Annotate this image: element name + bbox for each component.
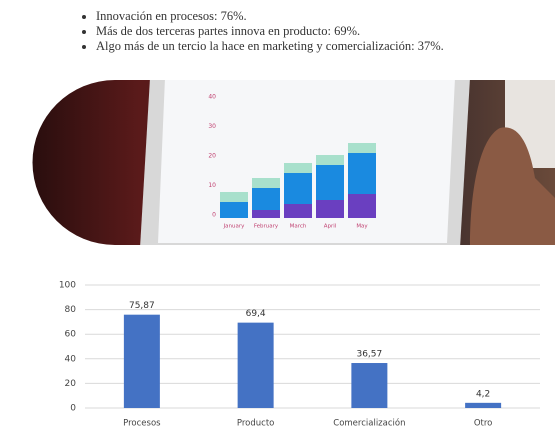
- x-tick-label: Comercialización: [333, 418, 405, 429]
- y-tick-label: 80: [65, 305, 77, 315]
- value-label: 4,2: [476, 389, 490, 399]
- illustration-bar: [316, 200, 344, 218]
- bar: [465, 402, 502, 408]
- bar: [237, 322, 274, 408]
- y-tick-label: 100: [59, 281, 76, 291]
- value-label: 69,4: [246, 309, 266, 319]
- y-tick-label: 0: [70, 404, 76, 414]
- illustration-label: January: [223, 224, 246, 230]
- illustration-bar: [348, 194, 376, 218]
- bar: [351, 363, 388, 408]
- illustration-bar: [284, 173, 312, 204]
- illustration-bar: [348, 143, 376, 153]
- value-label: 36,57: [356, 350, 382, 360]
- illustration-label: March: [290, 224, 307, 230]
- illustration-tick: 0: [212, 212, 216, 219]
- illustration-chart: 0 10 20 30 40 January February March April May: [208, 94, 376, 230]
- bullet-list: Innovación en procesos: 76%. Más de dos …: [78, 9, 444, 54]
- illustration-bar: [316, 155, 344, 165]
- value-label: 75,87: [129, 301, 155, 311]
- x-tick-label: Procesos: [123, 419, 161, 429]
- x-tick-label: Producto: [237, 419, 274, 429]
- illustration-bar: [348, 153, 376, 194]
- illustration-bar: [252, 178, 280, 188]
- illustration-tick: 30: [208, 123, 216, 130]
- illustration-bar: [284, 204, 312, 218]
- x-tick-label: Otro: [474, 419, 493, 429]
- photo: 0 10 20 30 40 January February March April May: [32, 80, 555, 245]
- illustration-tick: 20: [208, 153, 216, 160]
- illustration-tick: 40: [208, 94, 216, 101]
- bullet: Innovación en procesos: 76%.: [96, 9, 444, 24]
- illustration-tick: 10: [208, 182, 216, 189]
- bullet: Más de dos terceras partes innova en pro…: [96, 24, 444, 39]
- illustration-bar: [284, 163, 312, 173]
- illustration-bar: [252, 188, 280, 210]
- illustration-label: May: [356, 224, 368, 230]
- illustration-bar: [316, 165, 344, 200]
- bar-chart: 0 20 40 60 80 100 Procesos 75,87 Producto 69,4 Com…: [59, 281, 540, 429]
- illustration-bar: [220, 202, 248, 218]
- bullet: Algo más de un tercio la hace en marketi…: [96, 39, 444, 54]
- illustration-bar: [252, 210, 280, 218]
- illustration-label: February: [254, 224, 279, 230]
- illustration-label: April: [324, 224, 337, 230]
- y-tick-label: 40: [65, 354, 77, 364]
- y-tick-label: 20: [65, 379, 77, 389]
- bar: [123, 314, 160, 408]
- illustration-bar: [220, 192, 248, 202]
- y-tick-label: 60: [65, 330, 77, 340]
